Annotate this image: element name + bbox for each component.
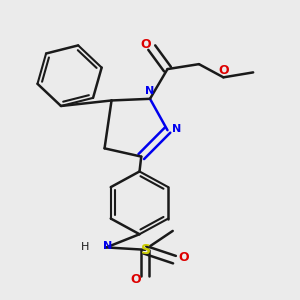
- Text: N: N: [172, 124, 181, 134]
- Text: N: N: [103, 242, 113, 251]
- Text: O: O: [140, 38, 151, 51]
- Text: N: N: [146, 85, 154, 96]
- Text: O: O: [178, 251, 188, 265]
- Text: O: O: [131, 273, 141, 286]
- Text: O: O: [219, 64, 230, 76]
- Text: H: H: [81, 242, 89, 252]
- Text: S: S: [141, 243, 151, 257]
